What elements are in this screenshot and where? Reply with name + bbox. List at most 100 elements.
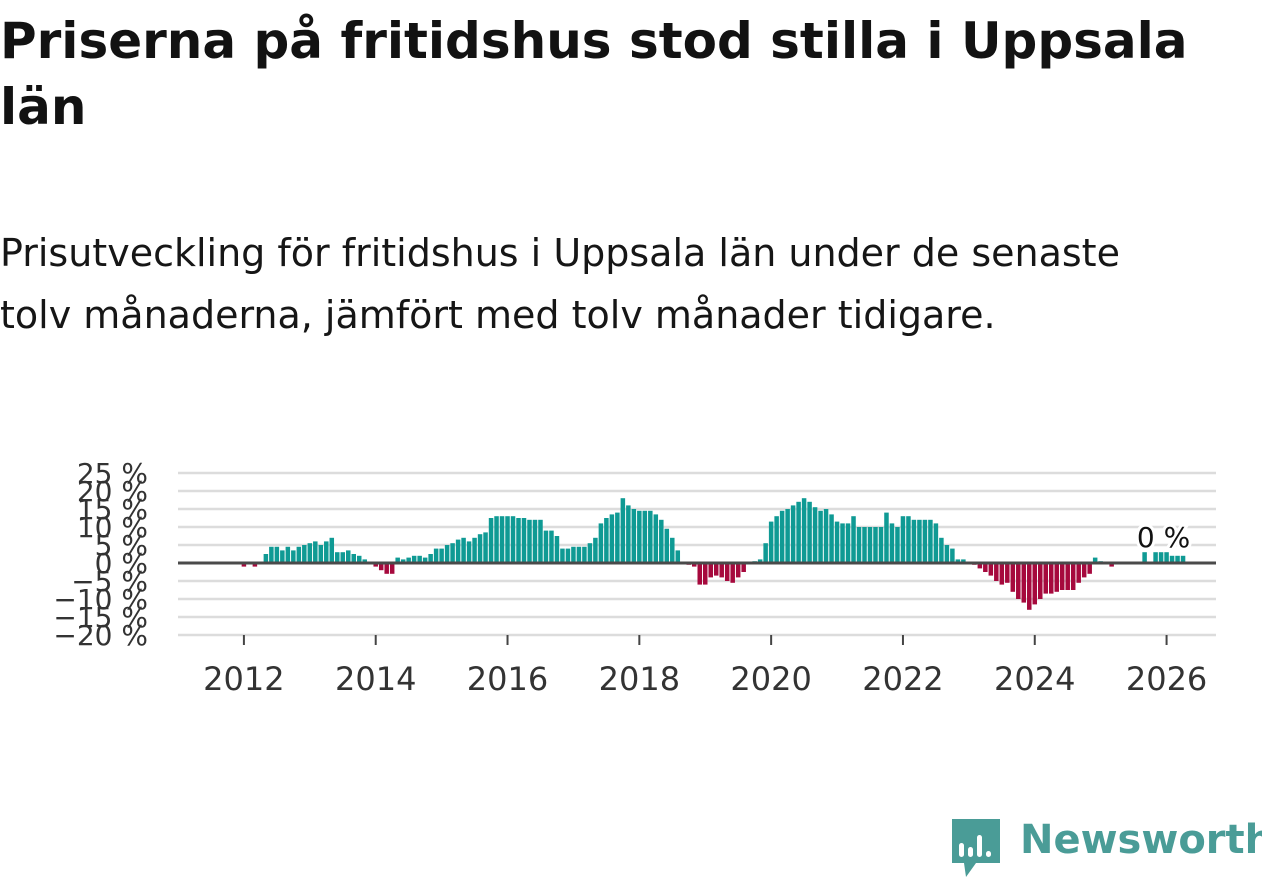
bar [604,518,609,563]
bar [724,563,730,581]
bar [335,552,340,563]
bar [675,550,681,563]
y-tick-label: 5 % [95,529,148,562]
bar [241,563,247,567]
bar [615,512,620,563]
gridlines [178,471,1216,637]
bar [252,563,258,567]
bar [977,563,983,569]
bar [1021,563,1027,603]
bar [274,546,280,563]
bar [895,527,900,563]
bar [560,548,565,563]
last-value-label: 0 % [1137,521,1190,554]
bar [626,505,631,563]
bar [944,545,950,563]
bar [939,537,944,563]
bar [922,519,928,563]
bar [439,548,444,563]
bar [801,498,807,563]
bar [1048,563,1054,594]
x-tick-label: 2026 [1126,660,1207,698]
bar [928,519,933,563]
bar [856,527,862,563]
bar [494,516,499,563]
x-tick-label: 2014 [335,660,416,698]
x-tick-label: 2012 [203,660,284,698]
bar [790,505,796,563]
bar [757,559,763,563]
bar [1059,563,1065,590]
bar [1076,563,1081,583]
bar [263,554,269,563]
bar [950,548,955,563]
bar [302,545,307,563]
bar [313,541,318,563]
bar [527,519,532,563]
y-tick-label: 10 % [77,511,148,544]
x-tick-label: 2018 [599,660,680,698]
y-tick-label: 20 % [77,475,148,508]
bar [1158,552,1164,563]
bar [719,563,724,578]
bar [1027,563,1032,610]
bar [1109,563,1114,567]
bar [994,563,999,581]
bar [1010,563,1016,592]
bar [291,550,296,563]
bar [741,563,746,572]
y-tick-label: −5 % [71,565,148,598]
bar [384,563,389,574]
bar [324,541,329,563]
bar [785,509,790,563]
bar [906,516,911,563]
bar [516,518,521,563]
bar [1153,552,1158,563]
bar [1038,563,1043,599]
bar [389,563,395,574]
bar [411,555,417,563]
bar [587,543,593,563]
bar [373,563,378,567]
bar [955,559,961,563]
bar [362,559,367,563]
y-tick-label: 0 % [95,547,148,580]
bar [571,546,576,563]
bar [840,523,845,563]
y-axis-tick-labels: 25 %20 %15 %10 %5 %0 %−5 %−10 %−15 %−20 … [53,457,148,652]
bar [609,514,615,563]
bar [713,563,719,576]
bar [779,510,785,563]
bar [823,509,829,563]
bar [598,523,604,563]
bar [461,537,466,563]
bar [1032,563,1038,605]
bar [730,563,735,583]
bar [477,534,483,563]
bar [269,546,274,563]
bar [400,559,406,563]
bar [620,498,626,563]
bar [961,559,966,563]
bar [285,546,291,563]
bar [774,516,779,563]
bar [1087,563,1092,574]
bar [543,530,549,563]
x-tick-label: 2016 [467,660,548,698]
brand-name: Newsworthy [1020,817,1262,863]
bar [444,545,450,563]
bar [576,546,582,563]
bar [889,523,895,563]
bar [1065,563,1070,590]
bar-chart: 25 %20 %15 %10 %5 %0 %−5 %−10 %−15 %−20 … [53,457,1216,698]
newsworthy-logo-icon [952,819,1000,877]
bar [829,514,834,563]
bar [499,516,505,563]
bar [1169,555,1175,563]
bar [862,527,867,563]
bar [1081,563,1087,578]
bar [999,563,1005,585]
x-axis: 2012 2014 2016 2018 2020 2022 2024 2026 [203,635,1207,698]
bar [1175,555,1180,563]
bar [637,510,642,563]
